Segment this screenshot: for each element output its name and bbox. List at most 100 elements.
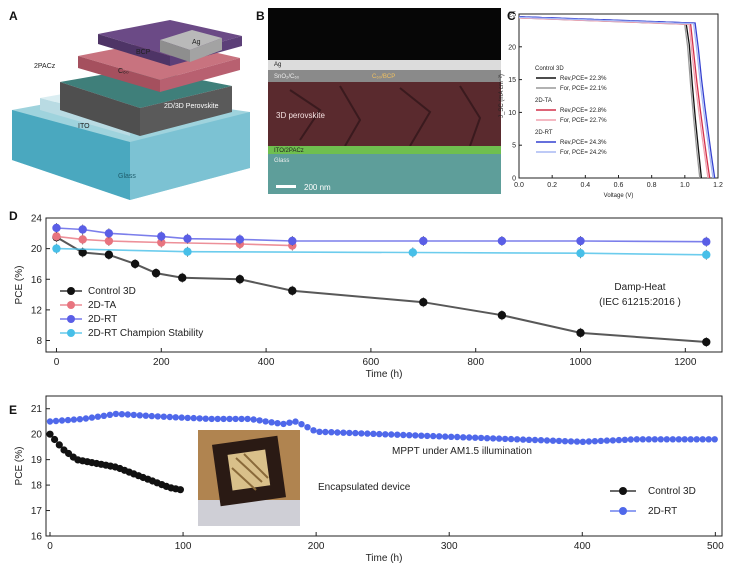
panel-e-data-point <box>148 412 155 420</box>
panel-e-data-point <box>448 433 455 440</box>
panel-a-label: A <box>9 9 18 23</box>
panel-e-x-tick-label: 500 <box>707 541 724 552</box>
panel-e-data-point <box>495 435 503 442</box>
panel-e-data-point <box>454 433 461 441</box>
panel-d-data-point <box>78 225 87 234</box>
sem-grain-boundaries <box>289 85 482 147</box>
panel-e-data-point <box>609 437 617 444</box>
panel-e-data-point <box>400 431 407 439</box>
panel-d-plot-frame <box>45 217 723 353</box>
panel-e-data-point <box>513 436 521 443</box>
panel-e-data-point <box>394 431 401 438</box>
panel-e-data-point <box>328 429 335 436</box>
panel-e-data-point <box>352 429 359 437</box>
ag-contact <box>160 30 222 50</box>
panel-e-data-point <box>322 428 329 436</box>
panel-e-data-point <box>555 437 563 445</box>
panel-e-legend-marker <box>619 507 627 515</box>
panel-e-data-point <box>202 415 209 422</box>
panel-e-data-point <box>507 435 515 443</box>
layer-label-bcp: BCP <box>136 49 151 56</box>
panel-e-data-point <box>561 438 569 445</box>
panel-e-x-tick-label: 0 <box>47 541 53 552</box>
panel-e-data-point <box>190 414 197 422</box>
sem-label-c60-bcp: C₆₀/BCP <box>372 74 395 80</box>
c60-layer-side <box>78 56 160 92</box>
panel-d-data-point <box>130 259 140 269</box>
panel-e-data-point <box>412 432 419 439</box>
panel-e-data-point <box>657 436 664 443</box>
panel-c-x-tick-label: 0.4 <box>580 182 590 189</box>
panel-e-y-tick-label: 21 <box>31 404 43 415</box>
panel-c-legend-group-title: 2D-TA <box>535 98 552 104</box>
layer-label-ag: Ag <box>192 39 201 46</box>
panel-d-legend-marker <box>67 329 75 337</box>
panel-e-mppt-chart: 0 100 200 300 400 500 16 17 18 19 20 21 Time (h) PCE … <box>14 395 724 564</box>
panel-e-y-axis-label: PCE (%) <box>14 447 25 486</box>
panel-e-data-point <box>250 416 257 423</box>
panel-d-legend-entry: 2D-RT Champion Stability <box>88 328 203 339</box>
panel-d-data-point <box>104 229 114 238</box>
panel-d-x-tick-label: 0 <box>54 357 60 368</box>
bcp-layer-side <box>98 34 170 66</box>
sem-label-sno2: SnO₂/C₆₀ <box>274 74 300 80</box>
panel-d-x-axis-label: Time (h) <box>366 369 403 380</box>
panel-d-legend-entry: 2D-TA <box>88 300 116 311</box>
panel-e-data-point <box>154 413 161 420</box>
panel-d-data-point <box>52 244 61 253</box>
panel-e-data-point <box>591 438 599 445</box>
panel-e-data-point <box>166 413 173 421</box>
panel-d-legend-entry: Control 3D <box>88 286 136 297</box>
panel-e-data-point <box>681 436 688 443</box>
panel-e-data-point <box>645 436 652 443</box>
panel-c-y-axis-label: J_SC (mA cm⁻²) <box>499 74 505 118</box>
panel-c-legend-entry: Rev,PCE= 22.8% <box>560 108 607 114</box>
sem-ag-layer <box>268 60 501 70</box>
panel-e-data-point <box>633 436 640 443</box>
panel-e-data-point <box>226 415 233 423</box>
panel-e-data-point <box>483 435 491 442</box>
panel-d-trend-line-1 <box>56 235 293 247</box>
layer-label-glass: Glass <box>118 173 136 180</box>
panel-e-y-tick-label: 20 <box>31 430 43 441</box>
layer-label-2pacz: 2PACz <box>34 63 56 70</box>
panel-d-annotation-title: Damp-Heat <box>614 282 665 293</box>
panel-e-data-point <box>334 429 341 436</box>
panel-e-data-point <box>208 415 215 423</box>
panel-c-x-tick-label: 1.0 <box>680 182 690 189</box>
panel-d-data-point <box>497 236 507 246</box>
panel-d-trend-line-3 <box>56 247 707 256</box>
sem-glass-layer <box>268 154 501 194</box>
sem-label-perovskite: 3D perovskite <box>276 111 325 120</box>
panel-e-data-point <box>52 417 60 425</box>
panel-e-y-tick-label: 18 <box>31 481 43 492</box>
panel-e-legend-marker <box>619 487 627 495</box>
panel-e-data-point <box>687 436 694 443</box>
panel-d-data-point <box>104 250 114 259</box>
panel-e-y-tick-label: 19 <box>31 455 43 466</box>
panel-d-label: D <box>9 209 18 223</box>
panel-c-legend-group-title: Control 3D <box>535 66 564 72</box>
panel-c-x-axis-label: Voltage (V) <box>604 193 634 199</box>
panel-d-data-point <box>419 236 428 246</box>
perovskite-layer-front <box>140 86 232 136</box>
panel-e-label: E <box>9 403 17 417</box>
panel-e-data-point <box>184 414 191 422</box>
panel-e-data-point <box>262 418 269 425</box>
panel-e-data-point <box>615 436 623 444</box>
panel-e-data-point <box>64 416 72 424</box>
panel-e-data-point <box>669 436 676 443</box>
panel-e-data-point <box>585 438 593 445</box>
panel-e-data-point <box>472 434 479 441</box>
panel-d-trend-line-0 <box>55 236 707 343</box>
panel-e-data-point <box>477 434 485 442</box>
panel-e-data-point <box>46 430 54 438</box>
panel-d-data-point <box>157 238 166 247</box>
panel-c-y-tick-label: 25 <box>508 12 516 19</box>
panel-e-data-point <box>418 432 425 439</box>
panel-e-data-point <box>142 412 149 419</box>
photo-device-contacts <box>231 453 269 491</box>
panel-d-data-point <box>576 236 585 246</box>
panel-c-legend-entry: For, PCE= 24.2% <box>560 150 607 156</box>
glass-layer-side <box>12 110 130 200</box>
